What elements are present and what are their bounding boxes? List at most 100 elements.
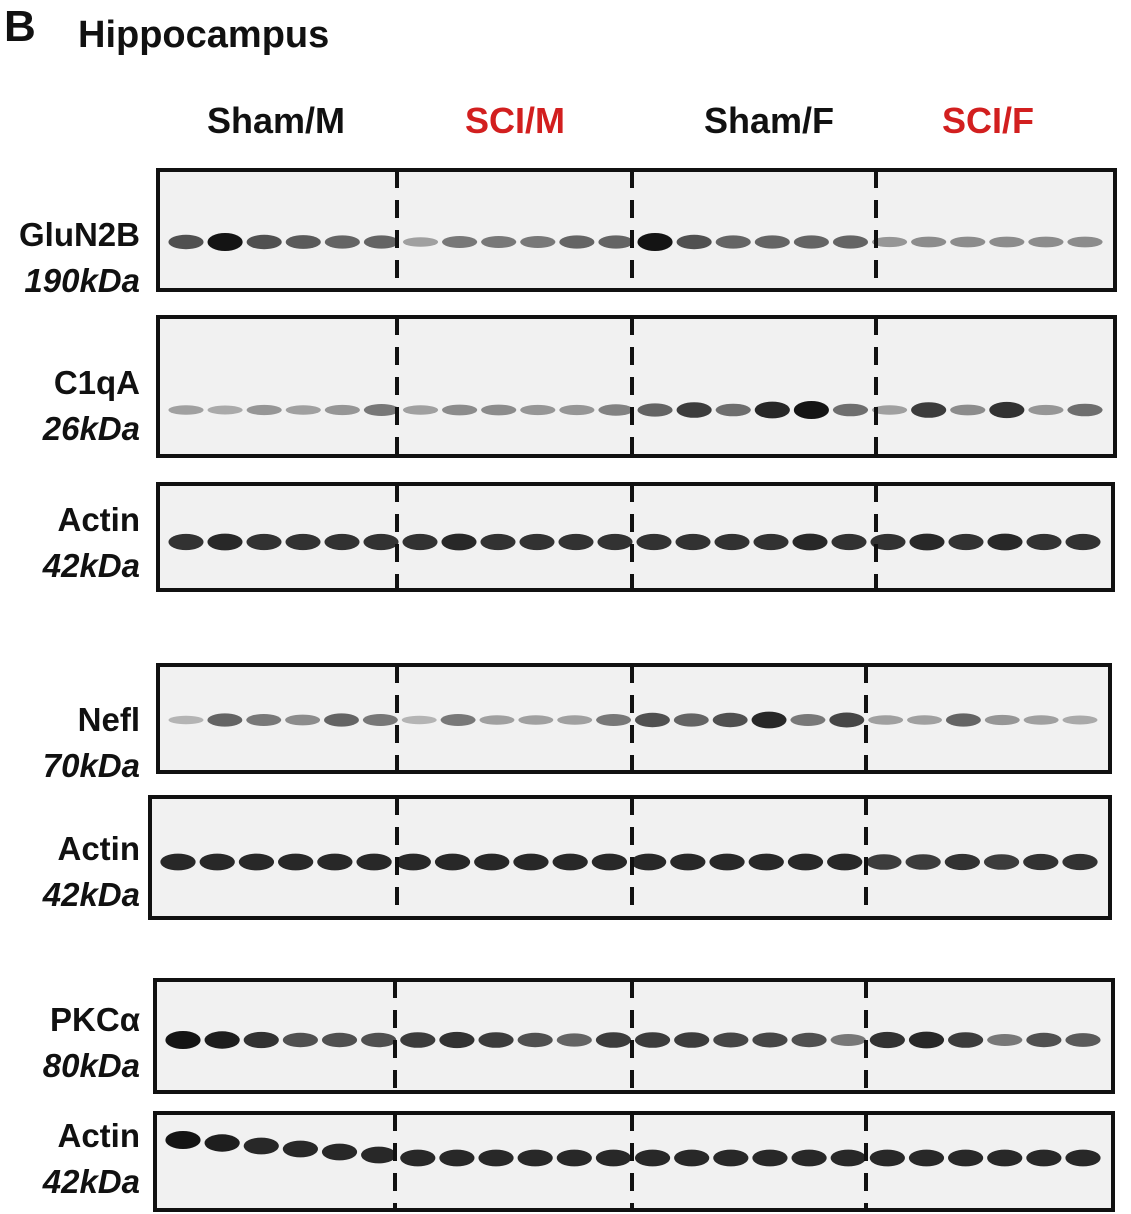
band: [752, 1149, 788, 1167]
band: [868, 715, 904, 725]
band: [634, 1149, 671, 1167]
band: [168, 234, 204, 250]
band: [361, 1146, 397, 1164]
band: [434, 853, 471, 871]
panel-title: Hippocampus: [78, 14, 330, 56]
band: [246, 234, 282, 250]
band: [634, 712, 670, 728]
band: [830, 1149, 866, 1167]
band: [402, 533, 438, 551]
band: [479, 715, 515, 725]
band: [791, 1032, 827, 1048]
band: [909, 533, 945, 551]
band: [1065, 1033, 1101, 1047]
band: [552, 853, 588, 871]
blot-label: Actin 42kDa: [0, 1113, 140, 1205]
band: [598, 235, 634, 249]
band: [401, 715, 437, 725]
band: [751, 711, 787, 729]
band: [1026, 1149, 1062, 1167]
band: [715, 235, 751, 249]
band: [709, 853, 745, 871]
band: [440, 714, 476, 726]
band: [559, 404, 595, 416]
band: [950, 404, 986, 416]
band: [637, 233, 673, 251]
band: [1026, 1032, 1062, 1048]
band: [989, 401, 1025, 419]
band: [790, 714, 826, 726]
band: [753, 533, 789, 551]
blot-label: C1qA 26kDa: [0, 360, 140, 452]
molecular-weight: 42kDa: [42, 547, 140, 584]
band: [519, 533, 555, 551]
band: [591, 853, 628, 871]
band: [793, 401, 829, 419]
group-label-sham-f: Sham/F: [704, 100, 835, 141]
band: [441, 533, 477, 551]
band: [673, 713, 709, 727]
band: [787, 853, 824, 871]
band: [907, 715, 943, 725]
band: [168, 533, 204, 551]
protein-name: Actin: [57, 501, 141, 538]
band: [317, 853, 353, 871]
protein-name: PKCα: [50, 1001, 140, 1038]
protein-name: Actin: [57, 830, 141, 867]
band: [363, 404, 400, 416]
band: [871, 236, 908, 248]
band: [595, 1149, 632, 1167]
band: [1026, 533, 1062, 551]
band: [869, 1149, 905, 1167]
band: [246, 533, 282, 551]
band: [556, 1033, 592, 1047]
band: [165, 1131, 201, 1149]
band: [911, 402, 947, 418]
band: [597, 533, 633, 551]
molecular-weight: 42kDa: [42, 1163, 140, 1200]
band: [598, 404, 634, 416]
band: [400, 1032, 436, 1048]
band: [983, 854, 1020, 870]
band: [715, 403, 751, 417]
band: [321, 1143, 358, 1161]
band: [829, 712, 865, 728]
band: [676, 234, 712, 250]
band: [712, 712, 748, 728]
band: [160, 853, 196, 871]
band: [1023, 715, 1059, 725]
band: [987, 1149, 1023, 1167]
band: [630, 853, 667, 871]
blot-label: Actin 42kDa: [0, 497, 140, 589]
band: [948, 1032, 984, 1048]
band: [400, 1149, 436, 1167]
band: [948, 1149, 984, 1167]
molecular-weight: 80kDa: [42, 1047, 140, 1084]
band: [478, 1032, 514, 1048]
band: [285, 405, 321, 415]
band: [713, 1149, 749, 1167]
protein-name: Actin: [57, 1117, 141, 1154]
band: [362, 714, 398, 726]
band: [832, 403, 869, 417]
band: [474, 853, 510, 871]
band: [634, 1032, 671, 1048]
band: [356, 853, 392, 871]
band: [243, 1137, 279, 1155]
band: [676, 402, 712, 418]
band: [987, 533, 1023, 551]
band: [830, 1034, 866, 1046]
protein-name: C1qA: [53, 364, 140, 401]
band: [520, 404, 556, 416]
band: [517, 1149, 553, 1167]
band: [168, 405, 204, 415]
band: [363, 235, 400, 249]
band: [792, 533, 828, 551]
molecular-weight: 26kDa: [42, 410, 140, 447]
band: [713, 1032, 749, 1048]
band: [324, 235, 360, 249]
band: [1065, 533, 1101, 551]
band: [596, 714, 632, 726]
band: [827, 853, 863, 871]
